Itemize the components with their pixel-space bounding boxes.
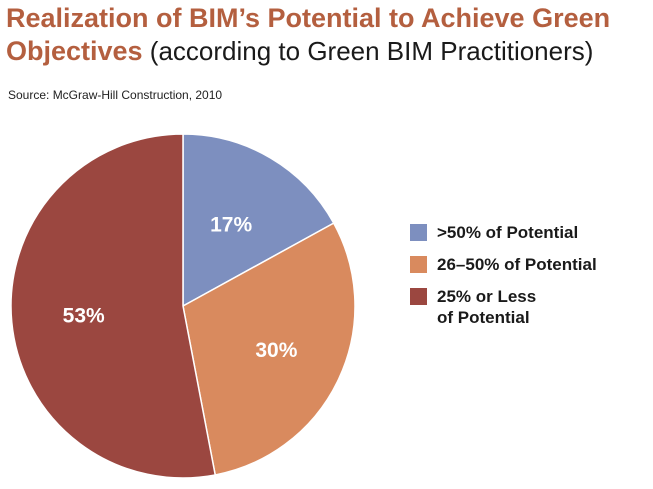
pie-slice-label-50-of-potential: 17% (210, 214, 252, 237)
legend-swatch (410, 288, 427, 305)
legend-swatch (410, 224, 427, 241)
chart-title-main: Realization of BIM’s Potential to Achiev… (6, 3, 611, 66)
source-note: Source: McGraw-Hill Construction, 2010 (8, 88, 223, 102)
pie-slice-26-50-of-potential (182, 222, 356, 476)
legend-swatch (410, 256, 427, 273)
pie-slice-label-25-or-less-of-potential: 53% (63, 304, 105, 327)
legend-item-50-of-potential: >50% of Potential (410, 222, 650, 243)
pie-chart: 17% 30% 53% (10, 133, 356, 479)
legend-item-25-or-less-of-potential: 25% or Less of Potential (410, 286, 650, 328)
pie-slice-25-or-less-of-potential (10, 133, 217, 479)
chart-title-qualifier: (according to Green BIM Practitioners) (142, 36, 594, 66)
pie-slice-label-26-50-of-potential: 30% (255, 339, 297, 362)
pie-slice-50-of-potential (182, 133, 335, 308)
chart-title: Realization of BIM’s Potential to Achiev… (6, 2, 646, 68)
legend-label: 26–50% of Potential (437, 255, 597, 274)
legend: >50% of Potential 26–50% of Potential 25% … (410, 222, 650, 339)
legend-label: 25% or Less of Potential (437, 287, 537, 327)
legend-item-26-50-of-potential: 26–50% of Potential (410, 254, 650, 275)
legend-label: >50% of Potential (437, 223, 579, 242)
